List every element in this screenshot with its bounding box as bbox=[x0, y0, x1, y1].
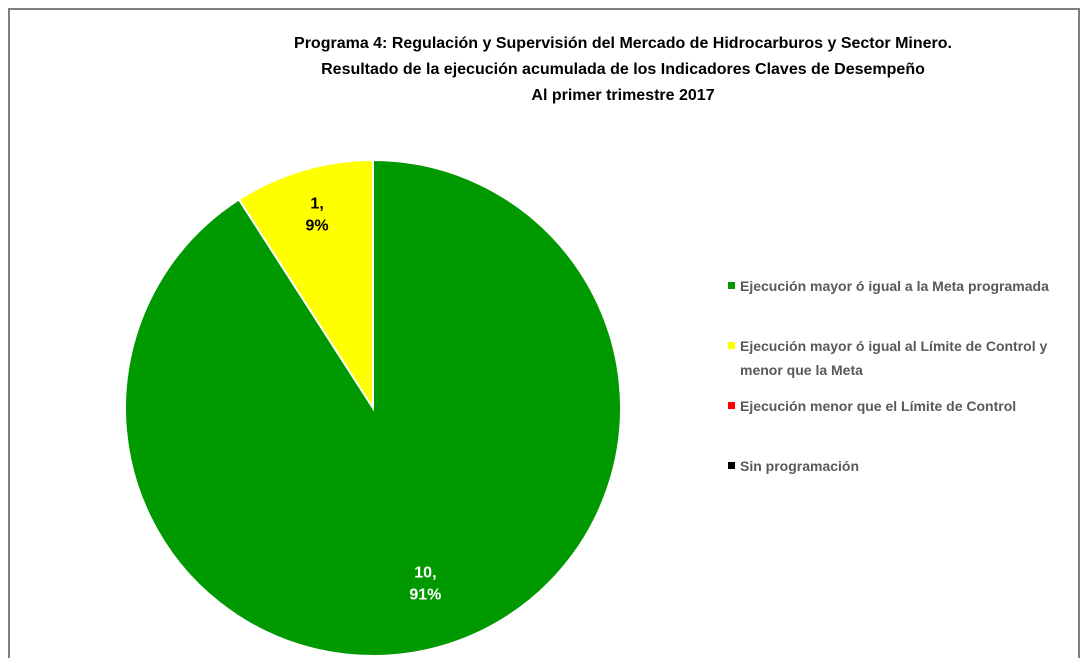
chart-title: Al primer trimestre 2017 bbox=[531, 87, 714, 104]
chart-title: Resultado de la ejecución acumulada de l… bbox=[321, 61, 925, 78]
legend-swatch bbox=[728, 342, 735, 349]
legend-label: Ejecución mayor ó igual al Límite de Con… bbox=[740, 338, 1047, 378]
pie-slice bbox=[237, 158, 374, 412]
legend-label: Ejecución menor que el Límite de Control bbox=[740, 398, 1016, 414]
legend-swatch bbox=[728, 282, 735, 289]
data-label: 1, 9% bbox=[306, 196, 329, 235]
data-label: 10, 91% bbox=[409, 564, 441, 603]
legend-label: Sin programación bbox=[740, 458, 859, 474]
legend-label: Ejecución mayor ó igual a la Meta progra… bbox=[740, 278, 1049, 294]
legend-swatch bbox=[728, 402, 735, 409]
pie-slice bbox=[124, 158, 622, 657]
chart-title: Programa 4: Regulación y Supervisión del… bbox=[294, 35, 952, 52]
legend-swatch bbox=[728, 462, 735, 469]
